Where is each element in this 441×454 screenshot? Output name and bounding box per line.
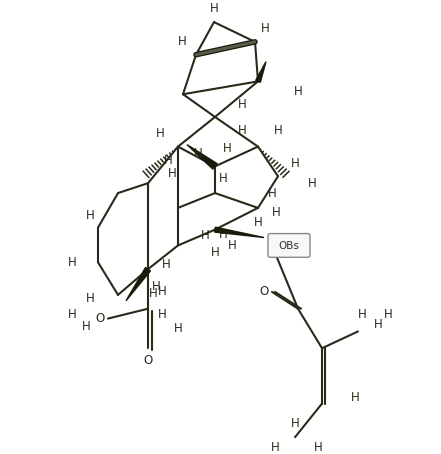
- Text: H: H: [67, 308, 76, 321]
- Text: H: H: [174, 322, 183, 335]
- Text: H: H: [161, 258, 170, 271]
- FancyBboxPatch shape: [268, 234, 310, 257]
- Text: H: H: [86, 292, 94, 305]
- Text: H: H: [168, 167, 176, 180]
- Text: H: H: [273, 124, 282, 137]
- Text: H: H: [152, 281, 161, 293]
- Text: H: H: [261, 21, 269, 35]
- Text: H: H: [228, 239, 236, 252]
- Text: H: H: [238, 124, 247, 137]
- Text: H: H: [272, 206, 280, 219]
- Text: H: H: [157, 286, 166, 298]
- Polygon shape: [126, 267, 150, 301]
- Text: O: O: [143, 354, 153, 366]
- Text: H: H: [219, 228, 228, 241]
- Text: H: H: [374, 318, 382, 331]
- Text: H: H: [238, 98, 247, 111]
- Text: H: H: [291, 157, 299, 170]
- Text: H: H: [156, 127, 164, 140]
- Text: H: H: [314, 440, 322, 454]
- Text: O: O: [259, 286, 269, 298]
- Text: H: H: [291, 417, 299, 430]
- Text: H: H: [268, 187, 277, 200]
- Text: H: H: [164, 154, 172, 167]
- Polygon shape: [256, 62, 266, 82]
- Polygon shape: [215, 227, 264, 237]
- Text: H: H: [223, 142, 232, 155]
- Text: H: H: [209, 2, 218, 15]
- Polygon shape: [187, 145, 217, 169]
- Text: OBs: OBs: [279, 242, 299, 252]
- Text: H: H: [254, 216, 262, 229]
- Text: H: H: [358, 308, 366, 321]
- Text: H: H: [294, 85, 303, 98]
- Text: H: H: [82, 320, 90, 333]
- Text: H: H: [384, 308, 392, 321]
- Text: H: H: [219, 172, 228, 185]
- Text: H: H: [178, 35, 187, 48]
- Text: H: H: [149, 287, 157, 301]
- Text: H: H: [67, 256, 76, 269]
- Text: O: O: [95, 312, 105, 325]
- Text: H: H: [211, 246, 219, 259]
- Text: H: H: [351, 391, 359, 404]
- Text: H: H: [157, 308, 166, 321]
- Text: H: H: [194, 147, 202, 160]
- Text: H: H: [201, 229, 209, 242]
- Text: H: H: [86, 209, 94, 222]
- Text: H: H: [308, 177, 316, 190]
- Text: H: H: [271, 440, 280, 454]
